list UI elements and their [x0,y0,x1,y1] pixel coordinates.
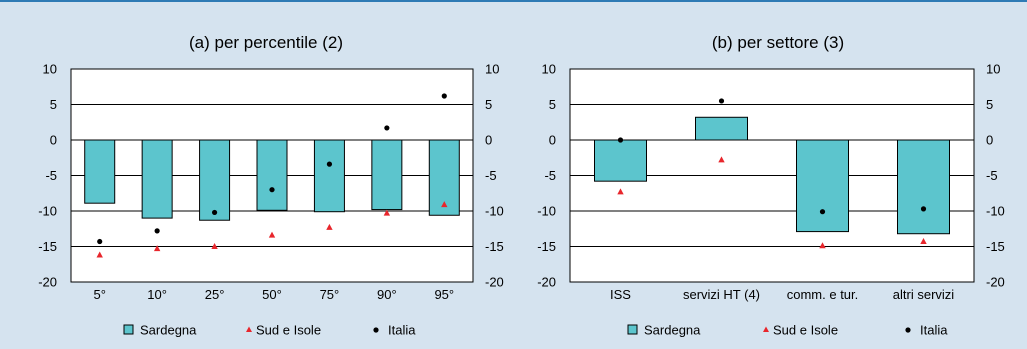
marker-sud-e-isole [441,201,448,208]
legend-label-italia: Italia [388,323,416,338]
y-tick-label-right: -20 [485,275,504,290]
bar-sardegna [141,139,173,219]
y-tick-label-right: 5 [986,97,993,112]
y-tick-label-left: -15 [38,239,57,254]
legend-swatch-sud-e-isole [763,326,769,332]
y-tick-label-left: -10 [38,204,57,219]
y-tick-label-right: -10 [986,204,1005,219]
x-tick-label: 95° [434,287,454,302]
marker-sud-e-isole [153,245,161,252]
marker-sud-e-isole [819,242,826,249]
marker-italia [441,93,447,99]
y-tick-label-left: -5 [45,168,57,183]
y-tick-label-right: -10 [485,204,504,219]
legend-label-sardegna: Sardegna [644,323,701,338]
y-tick-label-left: 10 [43,62,57,77]
panel-settore: (b) per settore (3) 10 10 5 5 0 0 -5 -5 -10 -10 -15… [537,33,1005,338]
y-tick-label-left: 0 [50,133,57,148]
marker-sud-e-isole [920,238,927,245]
y-tick-label-left: 5 [50,97,57,112]
x-tick-label: 5° [93,287,105,302]
y-tick-label-left: 5 [549,97,556,112]
marker-italia [920,206,927,212]
legend-swatch-italia [905,327,911,333]
legend-label-sardegna: Sardegna [140,323,197,338]
y-tick-label-right: -15 [485,239,504,254]
marker-sud-e-isole [617,188,624,195]
panel-percentile: (a) per percentile (2) 10 10 5 5 0 0 -5 -5 -10 -10… [38,33,504,338]
bar-sardegna [796,139,849,233]
bar-sardegna [371,139,403,211]
marker-italia [211,209,218,216]
y-tick-label-right: -5 [986,168,998,183]
top-rule [0,0,1027,2]
bar-sardegna [313,139,345,213]
y-tick-label-left: -20 [537,275,556,290]
marker-sud-e-isole [211,243,218,249]
marker-sud-e-isole [96,251,103,258]
marker-sud-e-isole [326,223,333,230]
y-tick-label-left: -10 [537,204,556,219]
marker-italia [384,125,390,131]
y-tick-label-left: -20 [38,275,57,290]
legend-swatch-sardegna [627,324,638,335]
y-tick-label-left: 10 [542,62,556,77]
legend-swatch-italia [373,327,379,333]
y-tick-label-right: -15 [986,239,1005,254]
y-tick-label-right: 5 [485,97,492,112]
x-tick-label: 90° [377,287,397,302]
marker-sud-e-isole [718,156,725,163]
bar-sardegna [695,116,748,141]
legend-label-italia: Italia [920,323,948,338]
x-tick-label: comm. e tur. [787,287,859,302]
marker-italia [154,228,160,234]
y-tick-label-right: -5 [485,168,497,183]
y-tick-label-right: -20 [986,275,1005,290]
y-tick-label-left: 0 [549,133,556,148]
marker-italia [269,187,275,193]
y-tick-label-right: 10 [986,62,1000,77]
x-tick-label: 75° [320,287,340,302]
y-tick-label-right: 10 [485,62,499,77]
marker-italia [326,161,333,167]
x-tick-label: ISS [610,287,631,302]
legend-swatch-sardegna [123,324,134,335]
panel-title: (a) per percentile (2) [189,33,343,52]
x-tick-label: 50° [262,287,282,302]
y-tick-label-right: 0 [986,133,993,148]
marker-italia [97,238,103,245]
y-tick-label-left: -5 [544,168,556,183]
marker-sud-e-isole [268,231,276,238]
marker-italia [718,98,725,104]
legend-label-sud-e-isole: Sud e Isole [773,323,838,338]
marker-sud-e-isole [383,209,391,216]
marker-italia [819,209,826,215]
x-tick-label: servizi HT (4) [683,287,760,302]
y-tick-label-right: 0 [485,133,492,148]
x-tick-label: 10° [147,287,167,302]
x-tick-label: 25° [205,287,225,302]
bar-sardegna [256,139,288,211]
bar-sardegna [594,139,647,182]
legend-swatch-sud-e-isole [246,326,252,332]
y-tick-label-left: -15 [537,239,556,254]
bar-sardegna [897,139,950,235]
panel-title: (b) per settore (3) [712,33,844,52]
marker-italia [617,137,624,143]
x-tick-label: altri servizi [893,287,955,302]
legend-label-sud-e-isole: Sud e Isole [256,323,321,338]
bar-sardegna [84,139,116,204]
bar-sardegna [199,139,231,221]
